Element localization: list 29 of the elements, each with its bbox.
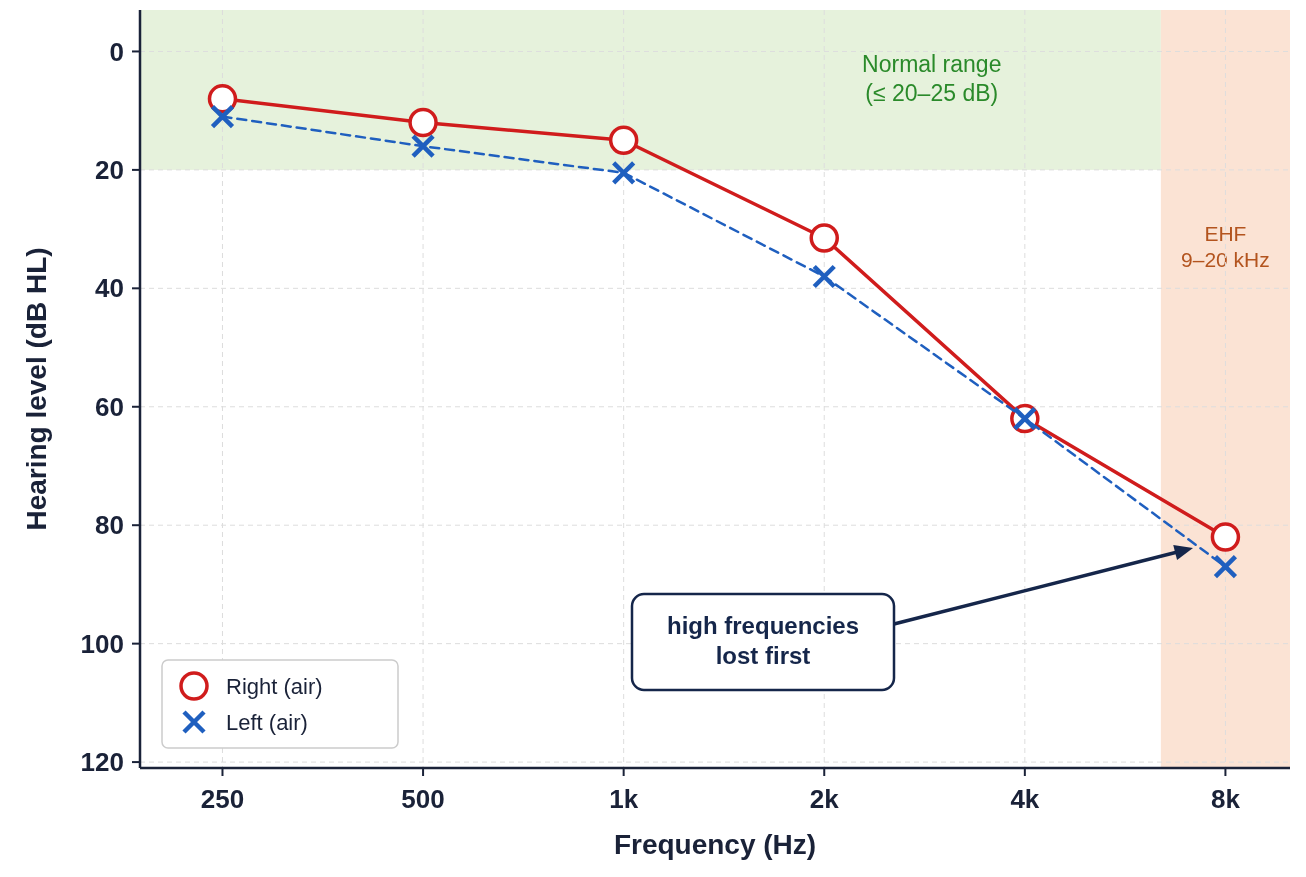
y-axis-title: Hearing level (dB HL): [21, 247, 52, 531]
point: [408, 107, 438, 138]
y-tick-label: 60: [95, 391, 124, 422]
x-tick-label: 2k: [809, 784, 840, 814]
x-tick-label: 1k: [609, 784, 639, 814]
x-tick-label: 250: [200, 784, 245, 814]
point: [210, 104, 235, 129]
x-tick-label: 4k: [1010, 784, 1040, 814]
x-tick-label: 8k: [1210, 784, 1241, 814]
legend-label: Right (air): [226, 673, 323, 699]
band-label: EHF 9–20 kHz: [1181, 221, 1270, 272]
point: [1213, 554, 1238, 579]
y-tick-label: 0: [109, 36, 124, 67]
x-axis-title: Frequency (Hz): [613, 829, 817, 860]
y-tick-label: 40: [95, 273, 124, 304]
legend-label: Left (air): [226, 709, 308, 735]
point: [611, 160, 636, 186]
point: [608, 125, 639, 156]
y-tick-label: 120: [80, 747, 124, 778]
point: [812, 264, 837, 289]
annotation: high frequencies lost first: [666, 612, 860, 669]
y-tick-label: 80: [95, 510, 124, 541]
point: [809, 223, 839, 253]
point: [1210, 522, 1241, 552]
band-label: Normal range (≤ 20–25 dB): [862, 51, 1002, 106]
x-tick-label: 500: [401, 784, 445, 814]
y-tick-label: 20: [95, 154, 124, 185]
point: [410, 133, 436, 159]
y-tick-label: 100: [80, 628, 124, 659]
